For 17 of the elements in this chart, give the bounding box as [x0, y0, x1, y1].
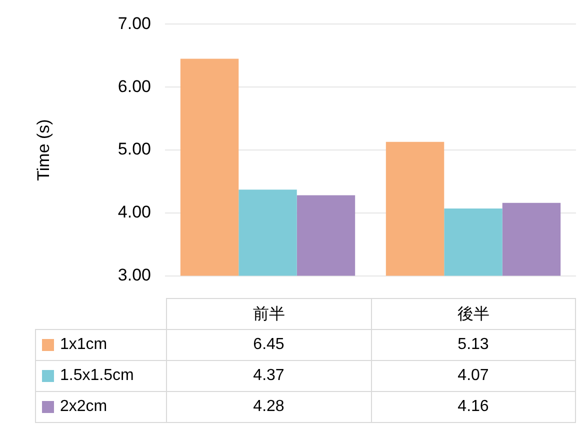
legend-label: 2x2cm — [36, 392, 166, 422]
x-tick-label: 後半 — [371, 298, 576, 330]
y-tick-label: 3.00 — [118, 265, 151, 284]
data-label: 4.37 — [166, 360, 371, 392]
data-label: 4.16 — [371, 392, 576, 422]
x-tick-label: 前半 — [166, 298, 371, 330]
legend-label: 1x1cm — [36, 330, 166, 360]
y-tick-label: 7.00 — [118, 14, 151, 33]
y-tick-label: 5.00 — [118, 140, 151, 159]
data-label: 6.45 — [166, 330, 371, 360]
y-tick-label: 4.00 — [118, 202, 151, 222]
data-label: 4.28 — [166, 392, 371, 422]
y-axis-title: Time (s) — [34, 119, 53, 181]
data-label: 4.07 — [371, 360, 576, 392]
y-tick-label: 6.00 — [118, 76, 151, 96]
legend-label: 1.5x1.5cm — [36, 360, 166, 392]
data-label: 5.13 — [371, 330, 576, 360]
